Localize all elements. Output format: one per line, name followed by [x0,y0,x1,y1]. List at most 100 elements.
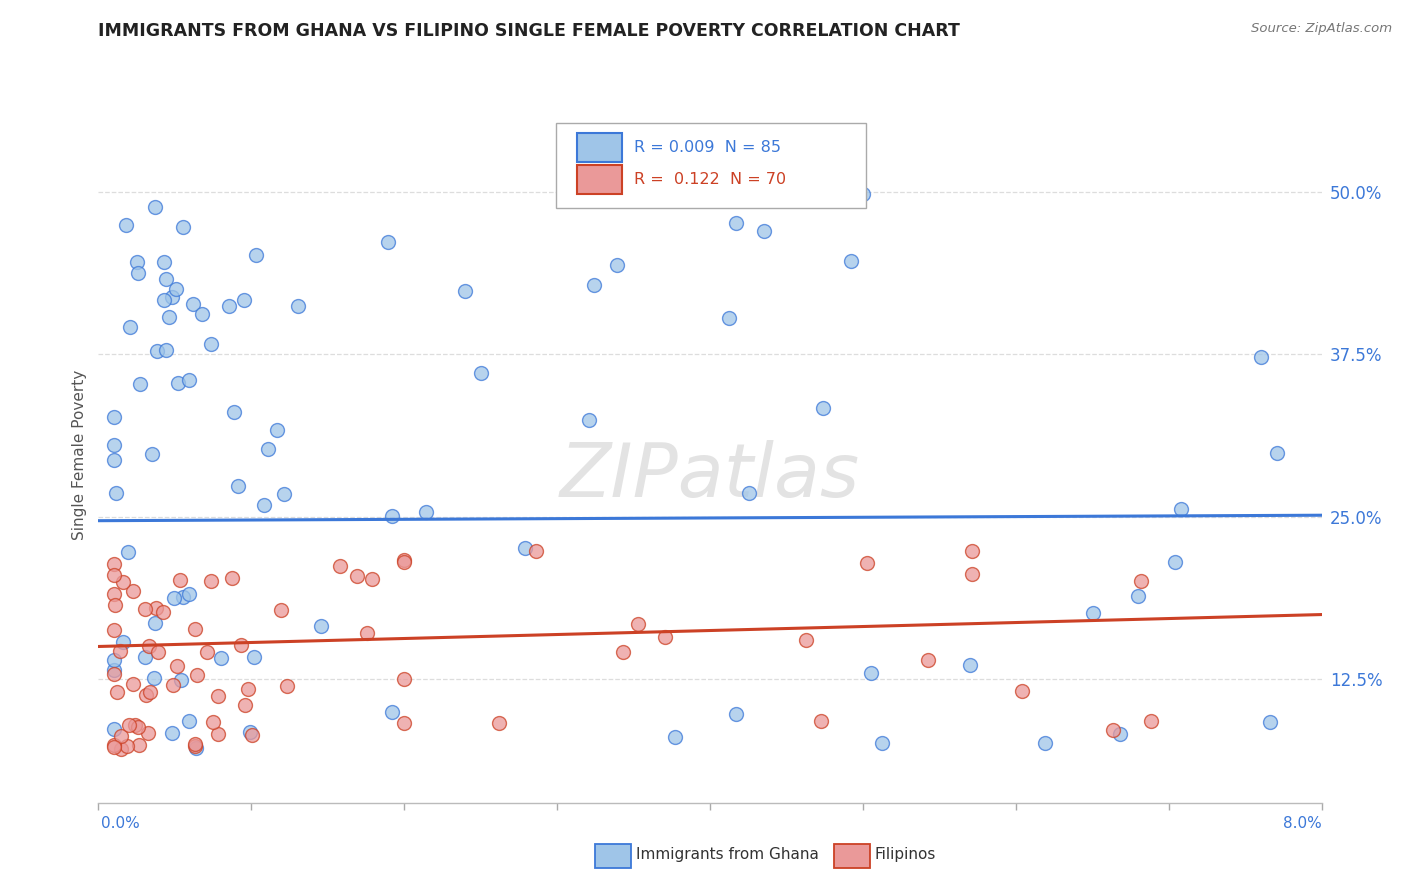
Point [309,619,332,633]
Point [169,573,191,587]
Point [1101,723,1123,737]
Point [103,653,125,667]
Point [104,598,127,612]
Point [960,544,983,558]
Point [122,676,145,690]
Point [329,558,352,573]
Point [346,569,368,583]
Point [392,715,416,730]
Point [839,253,862,268]
Point [152,254,174,268]
Point [134,650,156,665]
Point [959,657,981,672]
Point [184,740,207,755]
Point [128,738,150,752]
Point [276,679,298,693]
Point [1109,727,1132,741]
Point [392,555,416,569]
Point [127,720,149,734]
Point [103,667,125,681]
Point [103,624,125,638]
Point [103,409,125,424]
Point [870,736,893,750]
Point [146,645,169,659]
Point [231,638,253,652]
Text: ZIPatlas: ZIPatlas [560,440,860,512]
Point [377,235,399,250]
Point [141,447,163,461]
Point [170,673,193,688]
Point [1083,606,1105,620]
Point [287,299,309,313]
Point [179,587,201,601]
Point [184,622,207,636]
Point [184,739,207,753]
Point [103,723,125,737]
Point [724,706,747,721]
Point [127,266,149,280]
Point [1170,501,1192,516]
Text: IMMIGRANTS FROM GHANA VS FILIPINO SINGLE FEMALE POVERTY CORRELATION CHART: IMMIGRANTS FROM GHANA VS FILIPINO SINGLE… [98,22,960,40]
Point [129,376,152,391]
Point [253,498,276,512]
Point [103,740,125,755]
Point [226,478,249,492]
Point [177,373,200,387]
Point [1128,589,1150,603]
Point [392,553,416,567]
Point [120,319,142,334]
Point [1033,736,1056,750]
Point [124,718,146,732]
Text: 8.0%: 8.0% [1282,816,1322,831]
Point [859,666,882,681]
Point [270,602,292,616]
Point [191,307,214,321]
Point [143,671,166,685]
Point [162,591,184,606]
Point [146,343,169,358]
Point [612,645,634,659]
Point [737,485,759,500]
Point [181,297,204,311]
Point [1139,714,1161,728]
Point [856,556,879,570]
Point [111,634,134,648]
Point [513,541,536,555]
Point [1250,351,1272,365]
Point [415,504,437,518]
Point [1130,574,1153,589]
Point [103,586,125,600]
Text: Source: ZipAtlas.com: Source: ZipAtlas.com [1251,22,1392,36]
Point [960,566,983,581]
Point [266,423,288,437]
Point [654,630,676,644]
Point [361,572,384,586]
Point [172,219,194,234]
Point [200,574,222,588]
Point [578,413,600,427]
Point [454,285,477,299]
Point [104,486,127,500]
Point [166,376,188,391]
Point [245,248,267,262]
Point [236,681,259,696]
Point [145,601,167,615]
Point [717,310,740,325]
Point [103,568,125,582]
Point [810,714,832,728]
Point [273,487,295,501]
Point [103,558,125,572]
Point [664,730,686,744]
Y-axis label: Single Female Poverty: Single Female Poverty [72,370,87,540]
Point [110,729,132,743]
Point [1164,555,1187,569]
Point [233,293,256,307]
Point [160,726,183,740]
Point [122,583,145,598]
Point [157,310,180,324]
Point [754,224,776,238]
Point [115,739,138,753]
Point [162,677,184,691]
Point [257,442,280,456]
Point [165,281,187,295]
